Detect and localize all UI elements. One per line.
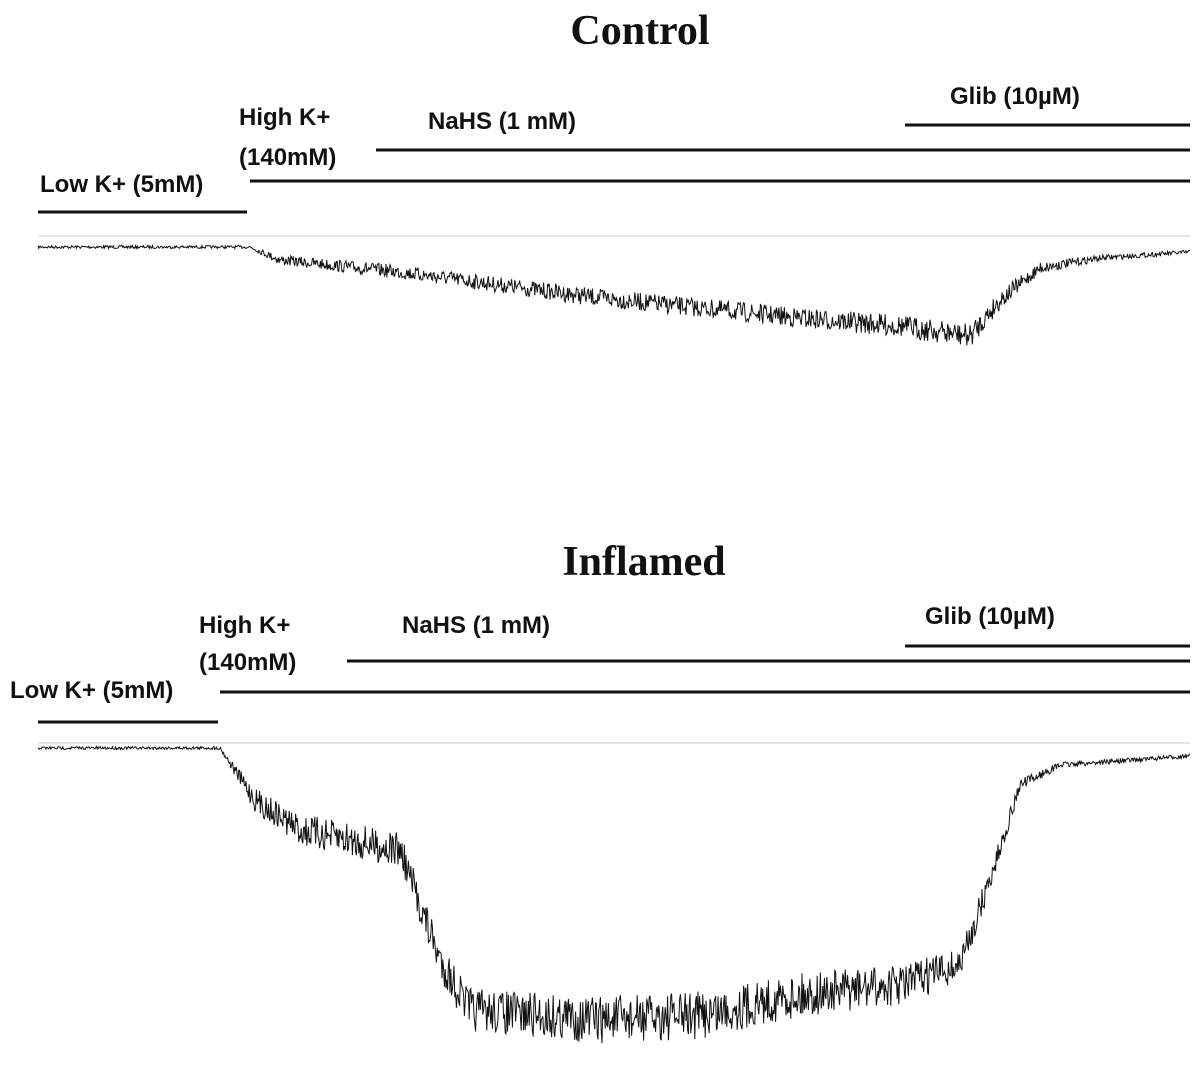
current-trace <box>37 745 1190 1044</box>
glib-label: Glib (10µM) <box>925 603 1055 630</box>
glib-label: Glib (10µM) <box>950 83 1080 110</box>
nahs-label: NaHS (1 mM) <box>428 108 576 135</box>
low-k-label: Low K+ (5mM) <box>10 677 173 704</box>
panel-title: Inflamed <box>562 539 725 585</box>
high-k-label: (140mM) <box>199 649 296 676</box>
high-k-label: High K+ <box>239 104 330 131</box>
panel-title: Control <box>570 8 709 54</box>
control-panel: Control Glib (10µM) NaHS (1 mM) High K+ … <box>37 8 1191 346</box>
nahs-label: NaHS (1 mM) <box>402 612 550 639</box>
inflamed-panel: Inflamed Glib (10µM) NaHS (1 mM) High K+… <box>10 539 1190 1044</box>
high-k-label: High K+ <box>199 612 290 639</box>
low-k-label: Low K+ (5mM) <box>40 171 203 198</box>
current-trace <box>37 243 1191 346</box>
high-k-label: (140mM) <box>239 144 336 171</box>
